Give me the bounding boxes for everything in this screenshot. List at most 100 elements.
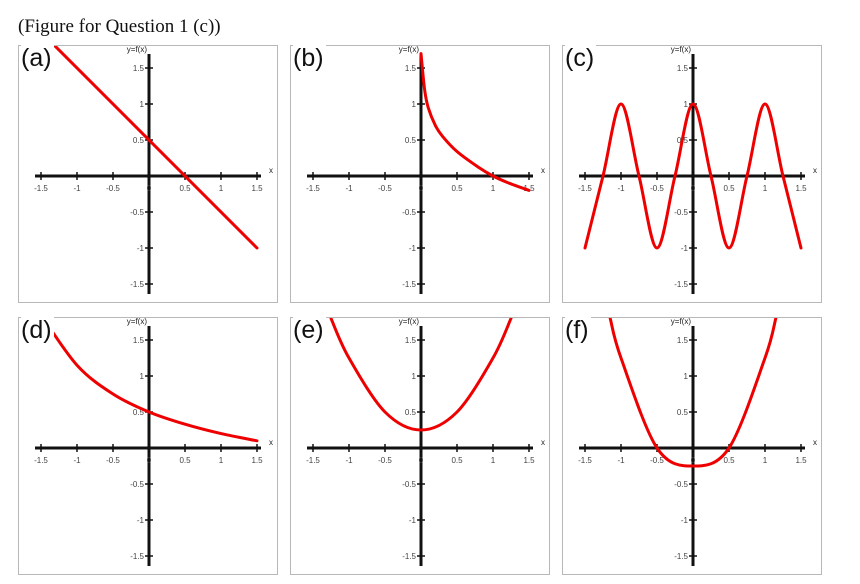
x-tick-label: -1.5 — [578, 456, 592, 465]
x-tick-label: 0.5 — [179, 456, 191, 465]
y-tick-label: 0.5 — [133, 136, 145, 145]
x-tick-label: 1.5 — [251, 184, 263, 193]
y-tick-label: 0.5 — [133, 408, 145, 417]
y-tick-label: 1 — [140, 100, 145, 109]
graph-d-plot: -1.5 -1 -0.5 0 0.5 1 1.5 1.5 1 0.5 -0.5 -1 -1.5 y=f(x… — [34, 318, 273, 566]
x-tick-label: 1.5 — [523, 456, 535, 465]
y-tick-label: -0.5 — [674, 480, 688, 489]
x-axis-title: x — [269, 438, 273, 447]
x-tick-label: -0.5 — [378, 184, 392, 193]
y-axis-title: y=f(x) — [399, 46, 420, 54]
x-tick-label: 1 — [219, 184, 224, 193]
y-tick-label: 0.5 — [405, 408, 417, 417]
y-tick-label: -1 — [409, 244, 417, 253]
y-tick-label: -0.5 — [402, 208, 416, 217]
y-tick-label: -0.5 — [130, 480, 144, 489]
graph-panel-d: -1.5 -1 -0.5 0 0.5 1 1.5 1.5 1 0.5 -0.5 -1 -1.5 y=f(x… — [18, 316, 278, 575]
graph-panel-f: -1.5 -1 -0.5 0 0.5 1 1.5 1.5 1 0.5 -0.5 -1 -1.5 y=f(x… — [562, 316, 822, 575]
x-tick-label: 0 — [691, 456, 696, 465]
graph-c-plot: -1.5 -1 -0.5 0 0.5 1 1.51.510.5-0.5-1-1.5y=f(x… — [578, 46, 817, 294]
y-tick-label: 1 — [412, 372, 417, 381]
x-tick-label: 1 — [491, 456, 496, 465]
x-tick-label: 0.5 — [451, 456, 463, 465]
x-tick-label: 1.5 — [795, 456, 807, 465]
panel-label-e: (e) — [293, 316, 326, 344]
x-tick-label: -1.5 — [578, 184, 592, 193]
graph-panel-b: -1.5 -1 -0.5 0 0.5 1 1.5 1.5 1 0.5 -0.5 -1 -1.5 y=f(x… — [290, 44, 550, 303]
graph-panel-e: -1.5 -1 -0.5 0 0.5 1 1.5 1.5 1 0.5 -0.5 -1 -1.5 y=f(x… — [290, 316, 550, 575]
y-tick-label: 1.5 — [677, 336, 689, 345]
y-tick-label: -1 — [681, 516, 689, 525]
x-tick-label: 0.5 — [179, 184, 191, 193]
x-tick-label: 0 — [419, 456, 424, 465]
graph-panel-c: -1.5 -1 -0.5 0 0.5 1 1.5 1.5 1 0.5 -0.5 -1 -1.5 y=f(x… — [562, 44, 822, 303]
y-tick-label: -1.5 — [130, 280, 144, 289]
x-tick-label: -1 — [617, 456, 625, 465]
y-tick-label: -0.5 — [402, 480, 416, 489]
graph-b-plot: -1.5 -1 -0.5 0 0.5 1 1.5 1.5 1 0.5 -0.5 -1 -1.5 y=f(x… — [306, 46, 545, 294]
x-tick-label: 0 — [419, 184, 424, 193]
x-axis-title: x — [269, 166, 273, 175]
y-tick-label: 1 — [684, 372, 689, 381]
x-tick-label: -1 — [73, 184, 81, 193]
y-tick-label: -1.5 — [674, 552, 688, 561]
y-tick-label: 1.5 — [677, 64, 689, 73]
x-tick-label: -0.5 — [106, 456, 120, 465]
x-tick-label: -0.5 — [378, 456, 392, 465]
panel-label-b: (b) — [293, 44, 326, 72]
y-tick-label: 1.5 — [405, 64, 417, 73]
x-tick-label: 0 — [147, 184, 152, 193]
y-tick-label: -1 — [681, 244, 689, 253]
graph-f-curve — [608, 318, 778, 468]
y-tick-label: -1 — [137, 516, 145, 525]
x-tick-label: 1 — [763, 184, 768, 193]
y-tick-label: -1.5 — [402, 280, 416, 289]
x-axis-title: x — [813, 438, 817, 447]
x-tick-label: 1 — [763, 456, 768, 465]
graph-e-curve — [329, 318, 513, 432]
y-tick-label: -1.5 — [674, 280, 688, 289]
y-tick-label: 0.5 — [405, 136, 417, 145]
graph-b-curve — [419, 52, 531, 192]
x-tick-label: -0.5 — [650, 184, 664, 193]
graph-d-curve — [41, 318, 259, 443]
y-tick-label: 1.5 — [133, 336, 145, 345]
x-axis-title: x — [813, 166, 817, 175]
x-tick-label: 0.5 — [723, 456, 735, 465]
graph-e-plot: -1.5 -1 -0.5 0 0.5 1 1.5 1.5 1 0.5 -0.5 -1 -1.5 y=f(x… — [306, 318, 545, 566]
y-tick-label: 1.5 — [405, 336, 417, 345]
x-tick-label: -0.5 — [106, 184, 120, 193]
panel-label-a: (a) — [21, 44, 54, 72]
y-tick-label: -1 — [137, 244, 145, 253]
x-tick-label: -1 — [345, 184, 353, 193]
y-tick-label: 1 — [412, 100, 417, 109]
x-tick-label: -0.5 — [650, 456, 664, 465]
x-tick-label: -1.5 — [34, 184, 48, 193]
x-axis-title: x — [541, 438, 545, 447]
y-tick-label: 1 — [140, 372, 145, 381]
y-tick-label: -1.5 — [402, 552, 416, 561]
graph-c-curve — [583, 102, 803, 250]
y-tick-label: 1.5 — [133, 64, 145, 73]
x-tick-label: 1.5 — [523, 184, 535, 193]
x-tick-label: -1 — [617, 184, 625, 193]
y-tick-label: 1 — [684, 100, 689, 109]
x-tick-label: 1.5 — [251, 456, 263, 465]
x-tick-label: 1.5 — [795, 184, 807, 193]
panel-label-d: (d) — [21, 316, 54, 344]
figure-caption: (Figure for Question 1 (c)) — [18, 16, 221, 37]
y-tick-label: -1 — [409, 516, 417, 525]
x-tick-label: 0 — [691, 184, 696, 193]
panel-label-c: (c) — [565, 44, 597, 72]
y-axis-title: y=f(x) — [671, 46, 692, 54]
y-axis-title: y=f(x) — [127, 46, 148, 54]
x-tick-label: 1 — [491, 184, 496, 193]
y-tick-label: -1.5 — [130, 552, 144, 561]
graph-a-curve — [52, 46, 259, 250]
x-tick-label: 0.5 — [451, 184, 463, 193]
x-tick-label: 0.5 — [723, 184, 735, 193]
y-tick-label: -0.5 — [674, 208, 688, 217]
y-axis-title: y=f(x) — [671, 318, 692, 326]
x-tick-label: 0 — [147, 456, 152, 465]
